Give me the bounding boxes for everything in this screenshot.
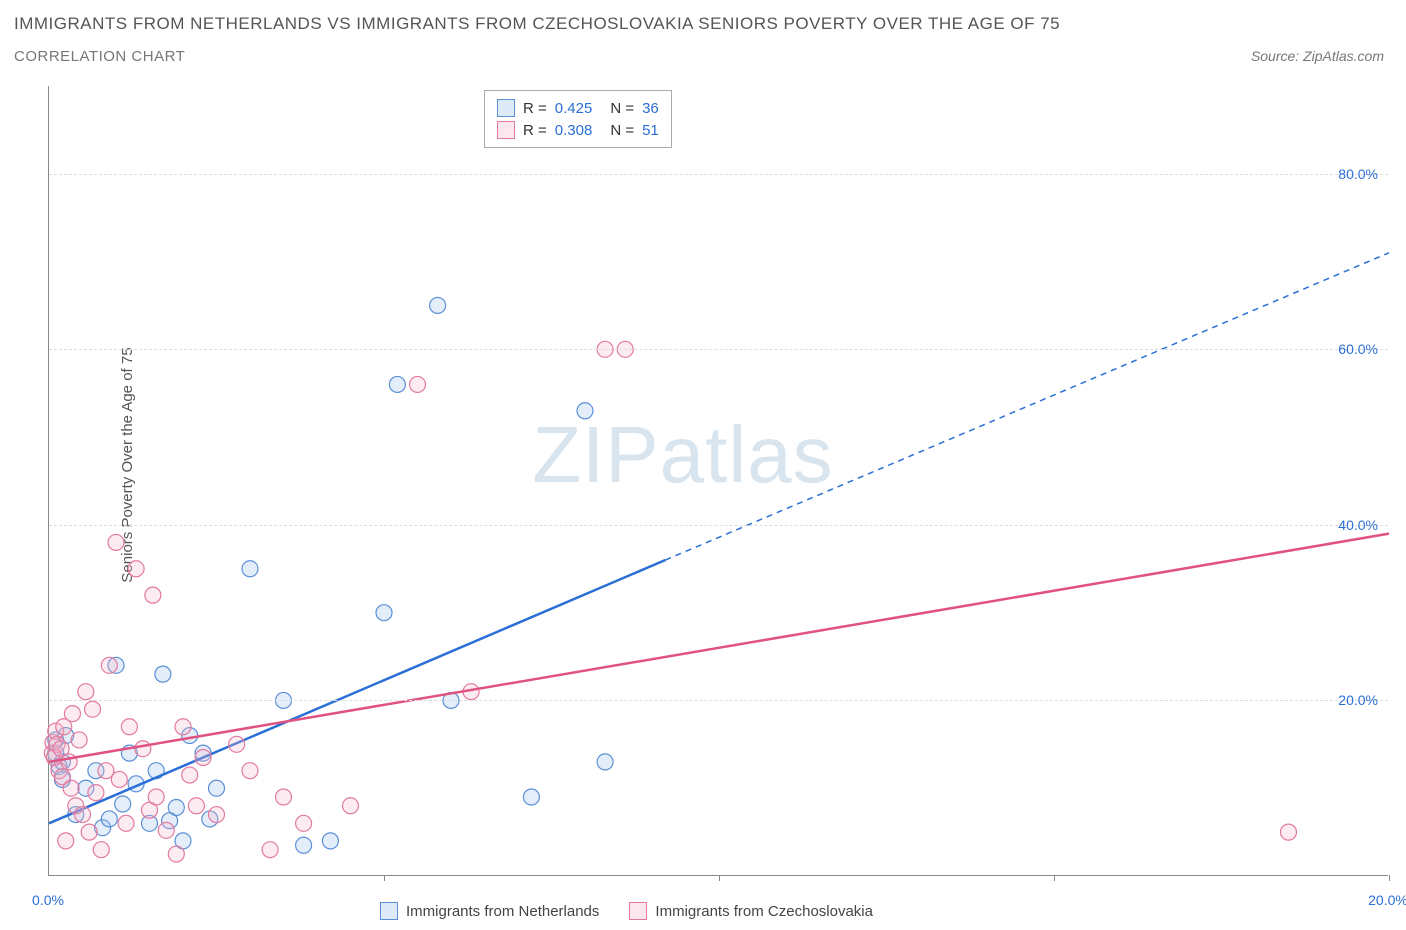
series-legend: Immigrants from Netherlands Immigrants fr…	[380, 902, 873, 920]
scatter-point	[242, 561, 258, 577]
y-gridline	[49, 700, 1388, 701]
legend-swatch-icon	[629, 902, 647, 920]
y-tick-label: 40.0%	[1338, 517, 1378, 533]
chart-title-line2: CORRELATION CHART	[14, 48, 185, 65]
series-legend-label: Immigrants from Netherlands	[406, 903, 599, 920]
scatter-point	[322, 833, 338, 849]
scatter-point	[389, 376, 405, 392]
series-legend-item: Immigrants from Czechoslovakia	[629, 902, 873, 920]
scatter-point	[135, 741, 151, 757]
scatter-point	[175, 719, 191, 735]
scatter-point	[262, 842, 278, 858]
y-tick-label: 20.0%	[1338, 692, 1378, 708]
scatter-point	[108, 534, 124, 550]
x-tick	[1389, 875, 1390, 881]
chart-title-line1: IMMIGRANTS FROM NETHERLANDS VS IMMIGRANT…	[14, 14, 1060, 34]
scatter-point	[64, 706, 80, 722]
scatter-point	[182, 767, 198, 783]
scatter-point	[276, 789, 292, 805]
chart-plot-area: ZIPatlas R = 0.425N = 36R = 0.308N = 51 …	[48, 86, 1388, 876]
x-tick	[1054, 875, 1055, 881]
scatter-point	[101, 657, 117, 673]
scatter-point	[296, 815, 312, 831]
series-legend-item: Immigrants from Netherlands	[380, 902, 599, 920]
scatter-point	[155, 666, 171, 682]
series-legend-label: Immigrants from Czechoslovakia	[655, 903, 873, 920]
scatter-point	[115, 796, 131, 812]
scatter-point	[195, 750, 211, 766]
scatter-svg	[49, 86, 1388, 875]
scatter-point	[410, 376, 426, 392]
scatter-point	[1281, 824, 1297, 840]
scatter-point	[209, 807, 225, 823]
scatter-point	[121, 719, 137, 735]
scatter-point	[229, 736, 245, 752]
scatter-point	[81, 824, 97, 840]
x-tick-label: 20.0%	[1368, 892, 1406, 908]
scatter-point	[343, 798, 359, 814]
scatter-point	[242, 763, 258, 779]
scatter-point	[78, 684, 94, 700]
scatter-point	[128, 561, 144, 577]
y-gridline	[49, 174, 1388, 175]
y-tick-label: 60.0%	[1338, 341, 1378, 357]
y-gridline	[49, 525, 1388, 526]
scatter-point	[296, 837, 312, 853]
scatter-point	[597, 754, 613, 770]
scatter-point	[158, 822, 174, 838]
scatter-point	[430, 297, 446, 313]
scatter-point	[376, 605, 392, 621]
y-tick-label: 80.0%	[1338, 166, 1378, 182]
scatter-point	[523, 789, 539, 805]
scatter-point	[188, 798, 204, 814]
trend-line-dashed	[665, 253, 1389, 560]
x-tick	[384, 875, 385, 881]
scatter-point	[145, 587, 161, 603]
scatter-point	[168, 800, 184, 816]
y-gridline	[49, 349, 1388, 350]
x-tick	[719, 875, 720, 881]
scatter-point	[209, 780, 225, 796]
scatter-point	[101, 811, 117, 827]
scatter-point	[93, 842, 109, 858]
scatter-point	[168, 846, 184, 862]
scatter-point	[75, 807, 91, 823]
trend-line-solid	[49, 560, 665, 823]
scatter-point	[63, 780, 79, 796]
scatter-point	[577, 403, 593, 419]
scatter-point	[88, 785, 104, 801]
scatter-point	[148, 789, 164, 805]
scatter-point	[85, 701, 101, 717]
source-attribution: Source: ZipAtlas.com	[1251, 48, 1384, 64]
scatter-point	[58, 833, 74, 849]
legend-swatch-icon	[380, 902, 398, 920]
scatter-point	[71, 732, 87, 748]
scatter-point	[118, 815, 134, 831]
x-tick-label: 0.0%	[32, 892, 64, 908]
scatter-point	[111, 771, 127, 787]
